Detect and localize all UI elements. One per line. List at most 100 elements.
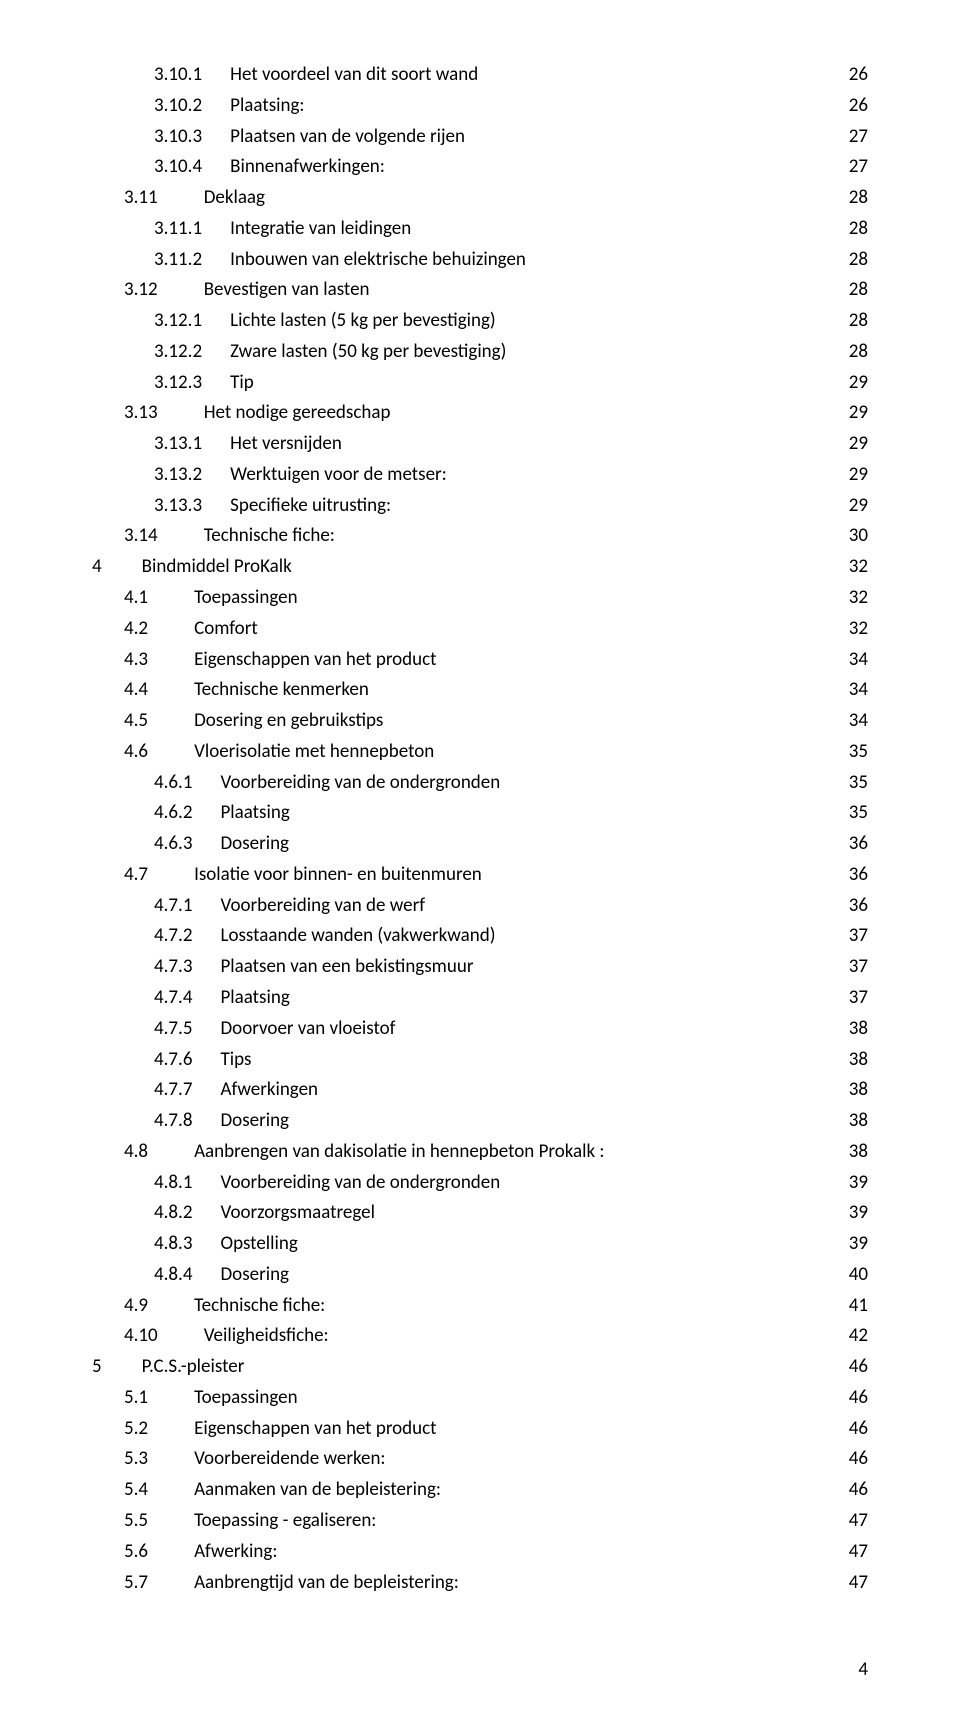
toc-entry-number: 3.12.2 — [154, 337, 202, 368]
toc-entry-title: Comfort — [194, 614, 258, 645]
toc-entry[interactable]: 4.7.4Plaatsing 37 — [92, 983, 868, 1014]
toc-entry[interactable]: 4.7.6Tips 38 — [92, 1045, 868, 1076]
toc-entry[interactable]: 4.8.4Dosering 40 — [92, 1260, 868, 1291]
toc-entry[interactable]: 5P.C.S.-pleister 46 — [92, 1352, 868, 1383]
toc-entry-number: 4.8.3 — [154, 1229, 192, 1260]
toc-entry[interactable]: 5.2Eigenschappen van het product 46 — [92, 1414, 868, 1445]
toc-entry-page: 46 — [845, 1414, 868, 1445]
toc-entry-page: 35 — [845, 768, 868, 799]
toc-entry-number: 5.3 — [124, 1444, 148, 1475]
toc-entry[interactable]: 3.10.3Plaatsen van de volgende rijen 27 — [92, 122, 868, 153]
toc-entry-title: Technische fiche: — [204, 521, 335, 552]
toc-entry-title: Eigenschappen van het product — [194, 645, 436, 676]
toc-entry-number: 5.5 — [124, 1506, 148, 1537]
toc-entry[interactable]: 4.8.1Voorbereiding van de ondergronden 3… — [92, 1168, 868, 1199]
toc-entry[interactable]: 4.2Comfort 32 — [92, 614, 868, 645]
toc-entry-number: 4.10 — [124, 1321, 158, 1352]
toc-entry[interactable]: 3.11.1Integratie van leidingen 28 — [92, 214, 868, 245]
toc-entry[interactable]: 5.1Toepassingen 46 — [92, 1383, 868, 1414]
toc-entry[interactable]: 4.9Technische fiche: 41 — [92, 1291, 868, 1322]
toc-entry[interactable]: 5.5Toepassing - egaliseren: 47 — [92, 1506, 868, 1537]
toc-entry-number: 5 — [92, 1352, 102, 1383]
toc-entry[interactable]: 3.10.2Plaatsing: 26 — [92, 91, 868, 122]
toc-entry-number: 4.8 — [124, 1137, 148, 1168]
toc-entry[interactable]: 3.12.3Tip 29 — [92, 368, 868, 399]
toc-entry[interactable]: 4.8.2Voorzorgsmaatregel 39 — [92, 1198, 868, 1229]
toc-entry-number: 4.6.3 — [154, 829, 192, 860]
toc-entry-title: Dosering — [220, 829, 289, 860]
toc-entry-number: 4.7.4 — [154, 983, 192, 1014]
toc-entry-number: 3.14 — [124, 521, 158, 552]
toc-entry[interactable]: 3.13Het nodige gereedschap 29 — [92, 398, 868, 429]
toc-entry[interactable]: 4.10Veiligheidsfiche: 42 — [92, 1321, 868, 1352]
toc-entry[interactable]: 4.7.3Plaatsen van een bekistingsmuur 37 — [92, 952, 868, 983]
toc-entry-title: Zware lasten (50 kg per bevestiging) — [230, 337, 506, 368]
toc-entry-page: 27 — [845, 122, 868, 153]
toc-entry-page: 39 — [845, 1198, 868, 1229]
toc-entry[interactable]: 4.4Technische kenmerken 34 — [92, 675, 868, 706]
toc-entry-title: Werktuigen voor de metser: — [230, 460, 447, 491]
toc-entry-page: 35 — [845, 798, 868, 829]
toc-entry[interactable]: 4.6.1Voorbereiding van de ondergronden 3… — [92, 768, 868, 799]
toc-entry[interactable]: 4.7.8Dosering 38 — [92, 1106, 868, 1137]
toc-entry-title: Aanbrengtijd van de bepleistering: — [194, 1568, 459, 1599]
toc-entry-page: 39 — [845, 1168, 868, 1199]
toc-entry-page: 37 — [845, 921, 868, 952]
toc-entry[interactable]: 5.7Aanbrengtijd van de bepleistering: 47 — [92, 1568, 868, 1599]
toc-entry-number: 5.1 — [124, 1383, 148, 1414]
toc-entry[interactable]: 3.13.1Het versnijden 29 — [92, 429, 868, 460]
toc-entry-title: Plaatsing — [220, 983, 289, 1014]
toc-entry[interactable]: 5.6Afwerking: 47 — [92, 1537, 868, 1568]
toc-entry[interactable]: 3.12Bevestigen van lasten 28 — [92, 275, 868, 306]
toc-entry-number: 3.10.1 — [154, 60, 202, 91]
toc-entry-page: 28 — [845, 183, 868, 214]
toc-entry-page: 46 — [845, 1383, 868, 1414]
toc-entry[interactable]: 4.6Vloerisolatie met hennepbeton 35 — [92, 737, 868, 768]
toc-entry-title: Voorbereiding van de ondergronden — [220, 768, 500, 799]
toc-entry-number: 4.4 — [124, 675, 148, 706]
toc-entry-page: 28 — [845, 245, 868, 276]
toc-entry[interactable]: 4.6.3Dosering 36 — [92, 829, 868, 860]
toc-entry[interactable]: 4.8Aanbrengen van dakisolatie in hennepb… — [92, 1137, 868, 1168]
toc-entry[interactable]: 5.4Aanmaken van de bepleistering: 46 — [92, 1475, 868, 1506]
toc-entry[interactable]: 3.12.2 Zware lasten (50 kg per bevestigin… — [92, 337, 868, 368]
toc-entry-number: 4.3 — [124, 645, 148, 676]
toc-entry-page: 41 — [845, 1291, 868, 1322]
toc-entry[interactable]: 4.7.5Doorvoer van vloeistof 38 — [92, 1014, 868, 1045]
toc-entry[interactable]: 4.5Dosering en gebruikstips 34 — [92, 706, 868, 737]
toc-entry[interactable]: 3.11Deklaag 28 — [92, 183, 868, 214]
page-number: 4 — [92, 1658, 868, 1681]
toc-entry-title: Eigenschappen van het product — [194, 1414, 436, 1445]
toc-entry[interactable]: 4.7.2Losstaande wanden (vakwerkwand) 37 — [92, 921, 868, 952]
toc-entry[interactable]: 4.7.7Afwerkingen 38 — [92, 1075, 868, 1106]
toc-entry[interactable]: 4Bindmiddel ProKalk 32 — [92, 552, 868, 583]
toc-entry-page: 47 — [845, 1537, 868, 1568]
toc-entry-number: 4.7.5 — [154, 1014, 192, 1045]
toc-entry-title: Inbouwen van elektrische behuizingen — [230, 245, 526, 276]
toc-entry[interactable]: 4.3Eigenschappen van het product 34 — [92, 645, 868, 676]
toc-entry[interactable]: 4.8.3Opstelling 39 — [92, 1229, 868, 1260]
toc-entry[interactable]: 4.6.2Plaatsing 35 — [92, 798, 868, 829]
toc-entry[interactable]: 3.12.1Lichte lasten (5 kg per bevestigin… — [92, 306, 868, 337]
toc-entry[interactable]: 4.7.1Voorbereiding van de werf 36 — [92, 891, 868, 922]
toc-entry[interactable]: 4.7Isolatie voor binnen- en buitenmuren … — [92, 860, 868, 891]
toc-entry-number: 4.7.2 — [154, 921, 192, 952]
toc-entry[interactable]: 3.13.2Werktuigen voor de metser: 29 — [92, 460, 868, 491]
toc-entry-page: 29 — [845, 491, 868, 522]
toc-entry[interactable]: 3.13.3Specifieke uitrusting: 29 — [92, 491, 868, 522]
toc-entry[interactable]: 5.3Voorbereidende werken: 46 — [92, 1444, 868, 1475]
toc-entry[interactable]: 4.1Toepassingen 32 — [92, 583, 868, 614]
toc-entry[interactable]: 3.14Technische fiche: 30 — [92, 521, 868, 552]
toc-entry[interactable]: 3.10.1Het voordeel van dit soort wand 26 — [92, 60, 868, 91]
toc-entry-page: 28 — [845, 337, 868, 368]
toc-entry-page: 36 — [845, 860, 868, 891]
toc-entry-page: 47 — [845, 1506, 868, 1537]
toc-entry-page: 38 — [845, 1075, 868, 1106]
toc-entry-title: Integratie van leidingen — [230, 214, 411, 245]
toc-entry-page: 26 — [845, 91, 868, 122]
toc-entry-number: 3.10.2 — [154, 91, 202, 122]
toc-entry-page: 40 — [845, 1260, 868, 1291]
toc-entry[interactable]: 3.11.2Inbouwen van elektrische behuizing… — [92, 245, 868, 276]
toc-entry[interactable]: 3.10.4Binnenafwerkingen: 27 — [92, 152, 868, 183]
toc-entry-title: Het nodige gereedschap — [204, 398, 391, 429]
